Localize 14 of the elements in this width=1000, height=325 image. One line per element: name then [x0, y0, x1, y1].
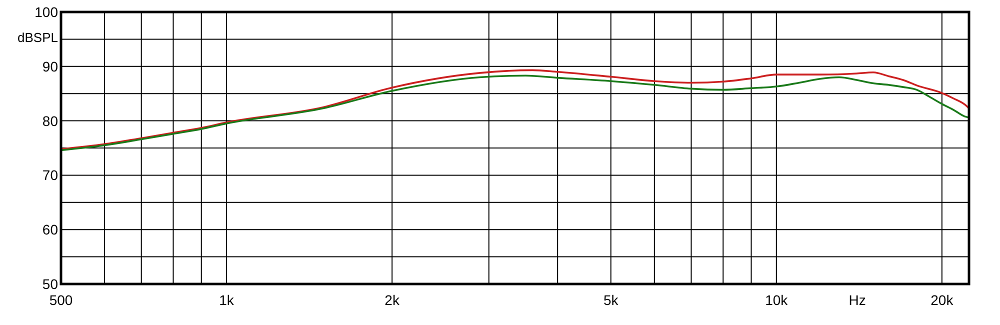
x-tick-label: 500 — [49, 292, 73, 308]
x-axis-title: Hz — [848, 292, 866, 308]
y-axis-title: dBSPL — [18, 30, 58, 45]
y-tick-label: 60 — [42, 222, 58, 238]
y-tick-label: 80 — [42, 112, 58, 129]
x-tick-label: 10k — [765, 292, 789, 308]
y-tick-label: 70 — [42, 167, 58, 184]
y-tick-label: 50 — [42, 276, 58, 292]
x-tick-label: 2k — [384, 292, 400, 308]
x-tick-label: 1k — [219, 292, 235, 308]
y-tick-label: 90 — [42, 58, 58, 74]
x-tick-label: 20k — [930, 292, 954, 308]
x-tick-label: 5k — [603, 292, 620, 308]
y-tick-label: 100 — [34, 4, 58, 20]
